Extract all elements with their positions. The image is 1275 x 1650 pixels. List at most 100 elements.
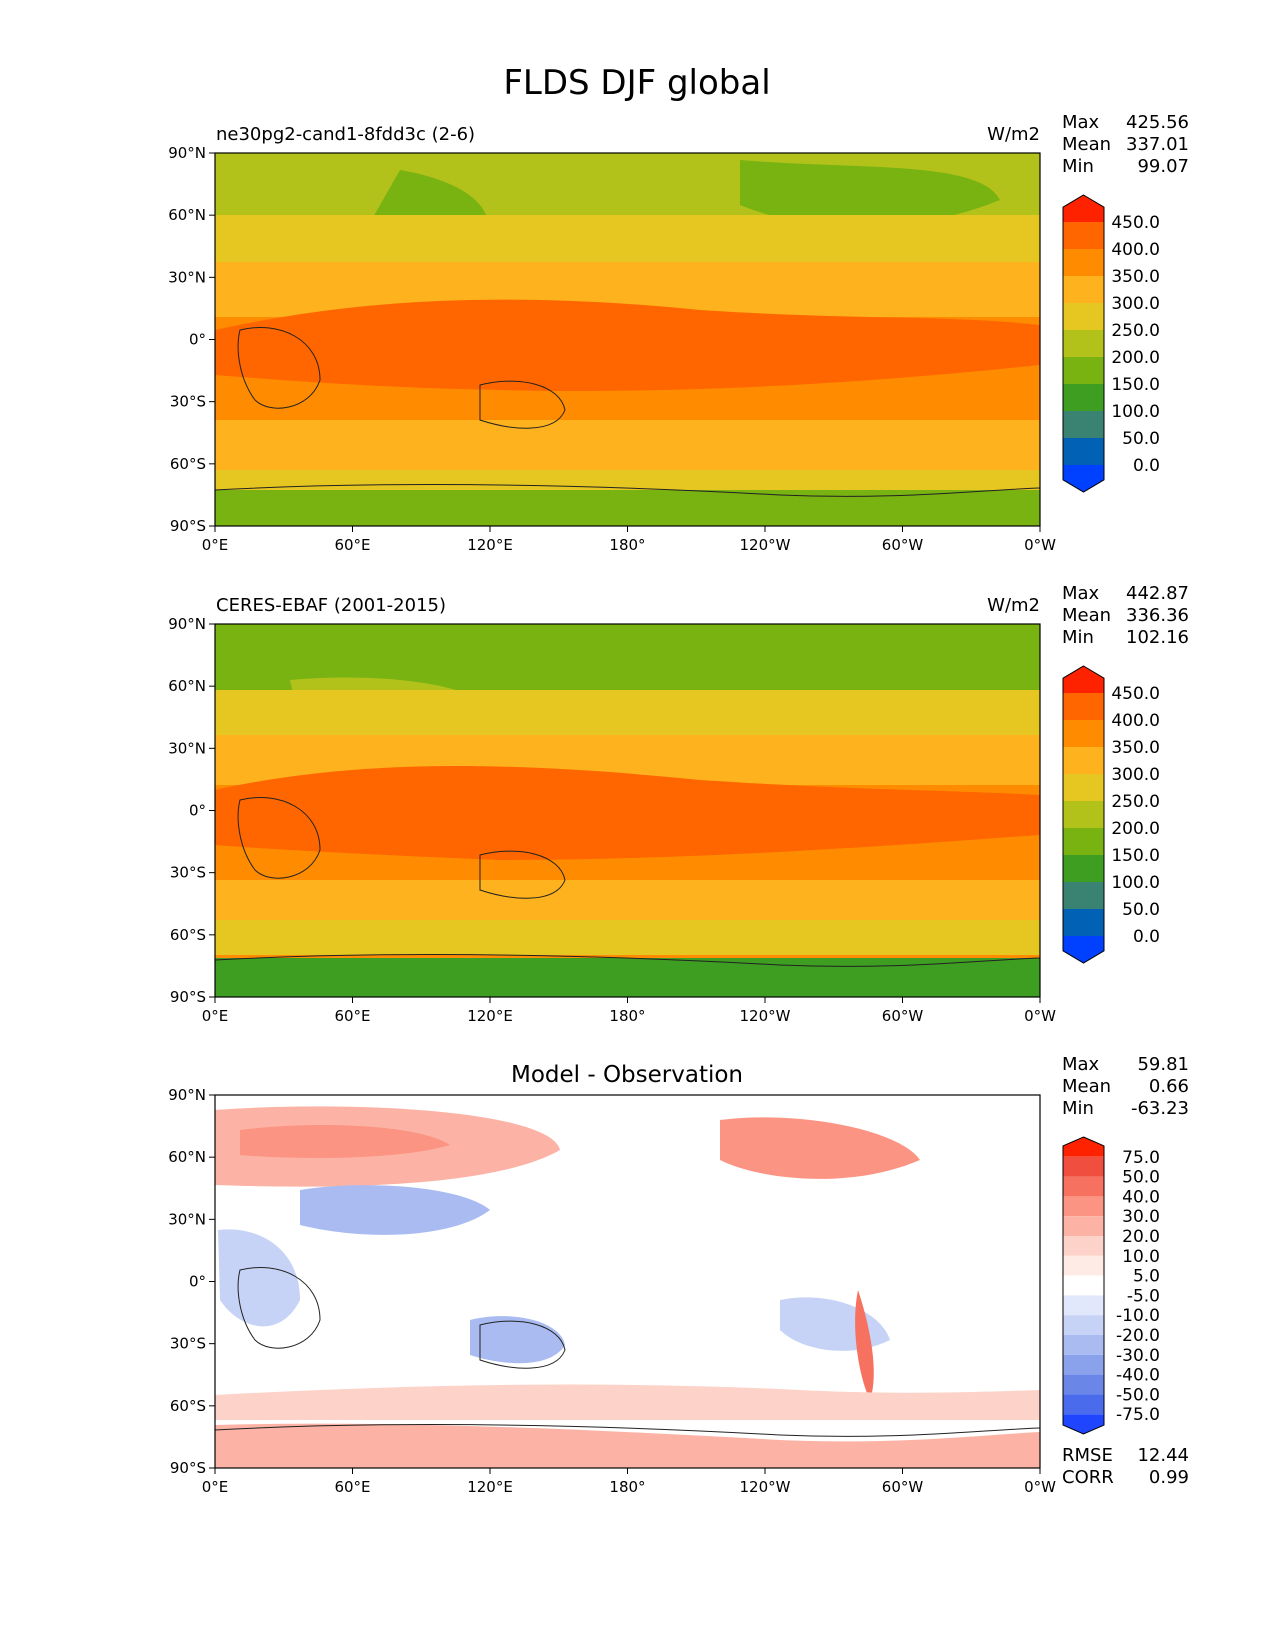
footer-stat-label: RMSE [1062, 1445, 1113, 1466]
yticks-obs: 90°N 60°N 30°N 0° 30°S 60°S 90°S [168, 615, 215, 1006]
center-title-diff: Model - Observation [511, 1062, 743, 1088]
yticks-model: 90°N 60°N 30°N 0° 30°S 60°S 90°S [168, 144, 215, 535]
left-title-model: ne30pg2-cand1-8fdd3c (2-6) [216, 124, 475, 145]
xtick-label: 0°W [1024, 536, 1056, 554]
ytick-label: 90°S [170, 517, 206, 535]
colorbar-level-label: 350.0 [1111, 267, 1160, 287]
xtick-label: 120°E [467, 1007, 513, 1025]
colorbar-outline [1062, 665, 1105, 964]
band-antarctica [215, 490, 1040, 526]
ytick-label: 60°S [170, 1397, 206, 1415]
colorbar-level-label: 20.0 [1122, 1227, 1160, 1247]
anomaly-andes-positive [855, 1290, 874, 1400]
left-title-obs: CERES-EBAF (2001-2015) [216, 595, 446, 616]
anomaly-southocean-positive [215, 1384, 1040, 1420]
colorbar-level-label: 400.0 [1111, 711, 1160, 731]
band-southern [215, 920, 1040, 955]
colorbar-level-label: 300.0 [1111, 294, 1160, 314]
colorbar-level-label: 300.0 [1111, 765, 1160, 785]
colorbar-swatch [1063, 882, 1104, 909]
stat-label: Mean [1062, 134, 1111, 155]
stat-value: 425.56 [1126, 112, 1189, 133]
stat-value: 102.16 [1126, 627, 1189, 648]
anomaly-australia-negative [470, 1316, 565, 1364]
colorbar-swatch [1063, 693, 1104, 720]
panel-model: 0°E 60°E 120°E 180° 120°W 60°W 0°W 90°N 60°N 30°… [168, 112, 1189, 554]
colorbar-level-label: 50.0 [1122, 1168, 1160, 1188]
units-obs: W/m2 [987, 595, 1040, 616]
anomaly-asia-negative [300, 1185, 490, 1235]
band-northamerica-green [740, 160, 1000, 227]
xtick-label: 120°W [740, 536, 791, 554]
xtick-label: 60°W [882, 1478, 924, 1496]
ytick-label: 30°N [168, 1210, 206, 1228]
xtick-label: 180° [609, 1007, 645, 1025]
stat-value: 99.07 [1137, 156, 1189, 177]
ytick-label: 0° [189, 802, 206, 820]
xtick-label: 0°E [202, 1007, 229, 1025]
stat-label: Min [1062, 1098, 1094, 1119]
coastline-diff [215, 1266, 1040, 1437]
stat-value: 337.01 [1126, 134, 1189, 155]
units-model: W/m2 [987, 124, 1040, 145]
colorbar-swatch [1063, 1137, 1104, 1157]
ytick-label: 30°N [168, 739, 206, 757]
colorbar-swatch [1063, 1275, 1104, 1296]
stat-label: Min [1062, 156, 1094, 177]
colorbar-level-label: 0.0 [1133, 927, 1160, 947]
ytick-label: 60°N [168, 206, 206, 224]
colorbar-level-label: 30.0 [1122, 1207, 1160, 1227]
ytick-label: 90°N [168, 144, 206, 162]
stat-label: Max [1062, 583, 1100, 604]
colorbar-level-label: 0.0 [1133, 456, 1160, 476]
colorbar-swatch [1063, 1295, 1104, 1316]
colorbar-diff: 75.050.040.030.020.010.05.0-5.0-10.0-20.… [1062, 1136, 1160, 1435]
stat-label: Max [1062, 112, 1100, 133]
xtick-label: 60°E [334, 1007, 370, 1025]
xtick-label: 120°E [467, 536, 513, 554]
ytick-label: 30°S [170, 1335, 206, 1353]
colorbar-level-label: 150.0 [1111, 375, 1160, 395]
colorbar-swatch [1063, 1255, 1104, 1276]
colorbar-swatch [1063, 438, 1104, 465]
colorbar-swatch [1063, 1414, 1104, 1434]
ytick-label: 90°N [168, 615, 206, 633]
colorbar-level-label: -40.0 [1116, 1366, 1160, 1386]
anomaly-antarctic-positive [215, 1423, 1040, 1468]
colorbar-level-label: -75.0 [1116, 1405, 1160, 1425]
colorbar-swatch [1063, 1394, 1104, 1415]
colorbar-swatch [1063, 384, 1104, 411]
colorbar-swatch [1063, 1335, 1104, 1355]
ytick-label: 60°S [170, 926, 206, 944]
anomaly-africa-negative [218, 1229, 300, 1327]
ytick-label: 90°N [168, 1086, 206, 1104]
panel-diff: 0°E 60°E 120°E 180° 120°W 60°W 0°W 90°N 60°N 30°… [168, 1054, 1189, 1496]
colorbar-level-label: 50.0 [1122, 900, 1160, 920]
colorbar-swatch [1063, 855, 1104, 882]
xtick-label: 60°E [334, 1478, 370, 1496]
colorbar-swatch [1063, 1156, 1104, 1177]
stat-label: Max [1062, 1054, 1100, 1075]
colorbar-swatch [1063, 276, 1104, 303]
colorbar-swatch [1063, 1236, 1104, 1256]
colorbar-level-label: 200.0 [1111, 348, 1160, 368]
colorbar-level-label: 100.0 [1111, 402, 1160, 422]
stats-diff: Max 59.81 Mean 0.66 Min -63.23 [1062, 1054, 1189, 1119]
colorbar-level-label: 40.0 [1122, 1187, 1160, 1207]
xticks-diff: 0°E 60°E 120°E 180° 120°W 60°W 0°W [202, 1468, 1056, 1496]
band-antarctica [215, 958, 1040, 997]
map-field-diff [215, 1095, 1040, 1468]
xtick-label: 0°E [202, 1478, 229, 1496]
colorbar-swatch [1063, 774, 1104, 801]
map-field-obs [215, 624, 1040, 997]
colorbar-level-label: -50.0 [1116, 1385, 1160, 1405]
ytick-label: 30°S [170, 864, 206, 882]
colorbar-swatch [1063, 195, 1104, 222]
ytick-label: 0° [189, 1273, 206, 1291]
colorbar-outline [1062, 194, 1105, 493]
colorbar-swatch [1063, 801, 1104, 828]
xtick-label: 0°W [1024, 1478, 1056, 1496]
coastline-model [215, 326, 1040, 497]
xtick-label: 180° [609, 1478, 645, 1496]
